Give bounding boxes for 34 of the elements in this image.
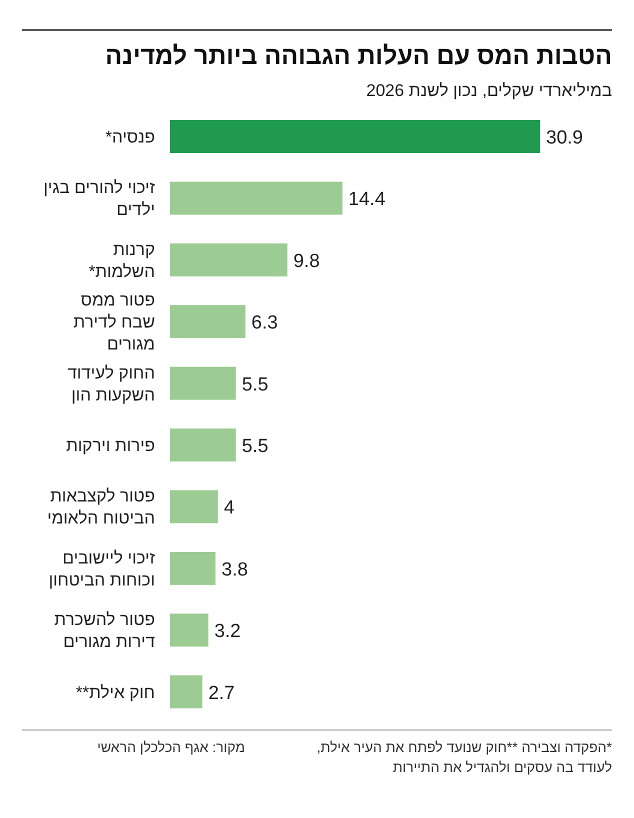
y-tick-label: פטור להשכרת דירות מגורים <box>54 610 155 652</box>
data-label: 5.5 <box>242 436 268 457</box>
y-tick-label: זיכוי להורים בגין ילדים <box>43 178 156 220</box>
bar <box>170 614 208 647</box>
data-label: 14.4 <box>348 189 386 210</box>
y-tick-label: פטור ממס שבח לדירת מגורים <box>73 290 155 354</box>
data-label: 4 <box>224 498 235 519</box>
y-tick-label: חוק אילת** <box>76 682 155 702</box>
data-label: 30.9 <box>546 128 583 148</box>
text: מקור: אגף הכלכלן הראשי <box>97 739 245 755</box>
bar <box>170 428 236 462</box>
bar <box>170 552 216 585</box>
data-label: 2.7 <box>208 682 235 704</box>
bar <box>170 120 540 153</box>
y-tick-label: זיכוי ליישובים וכוחות הביטחון <box>48 548 156 590</box>
bar <box>170 675 202 708</box>
data-label: 5.5 <box>242 374 268 396</box>
bar <box>170 366 236 400</box>
chart-subtitle: במיליארדי שקלים, נכון לשנת 2026 <box>366 81 612 100</box>
y-tick-label: פנסיה* <box>105 128 155 146</box>
bar <box>170 305 246 338</box>
data-label: 6.3 <box>251 312 278 334</box>
y-tick-label: פטור לקצבאות הביטוח הלאומי <box>47 486 155 528</box>
data-label: 9.8 <box>293 250 320 272</box>
y-tick-label: פירות וירקות <box>66 436 155 455</box>
data-label: 3.8 <box>222 559 248 580</box>
data-label: 3.2 <box>214 621 241 642</box>
chart-title: הטבות המס עם העלות הגבוהה ביותר למדינה <box>105 42 612 70</box>
bar <box>170 182 342 215</box>
text: *הפקדה וצבירה **חוק שנועד לפתח את העיר אילת, לעודד בה עסקים ולהגדיל את התיירות <box>316 739 613 775</box>
y-tick-label: החוק לעידוד השקעות הון <box>67 363 155 404</box>
bar <box>170 490 218 524</box>
y-tick-label: קרנות השלמות* <box>88 240 155 281</box>
bar <box>170 243 288 276</box>
